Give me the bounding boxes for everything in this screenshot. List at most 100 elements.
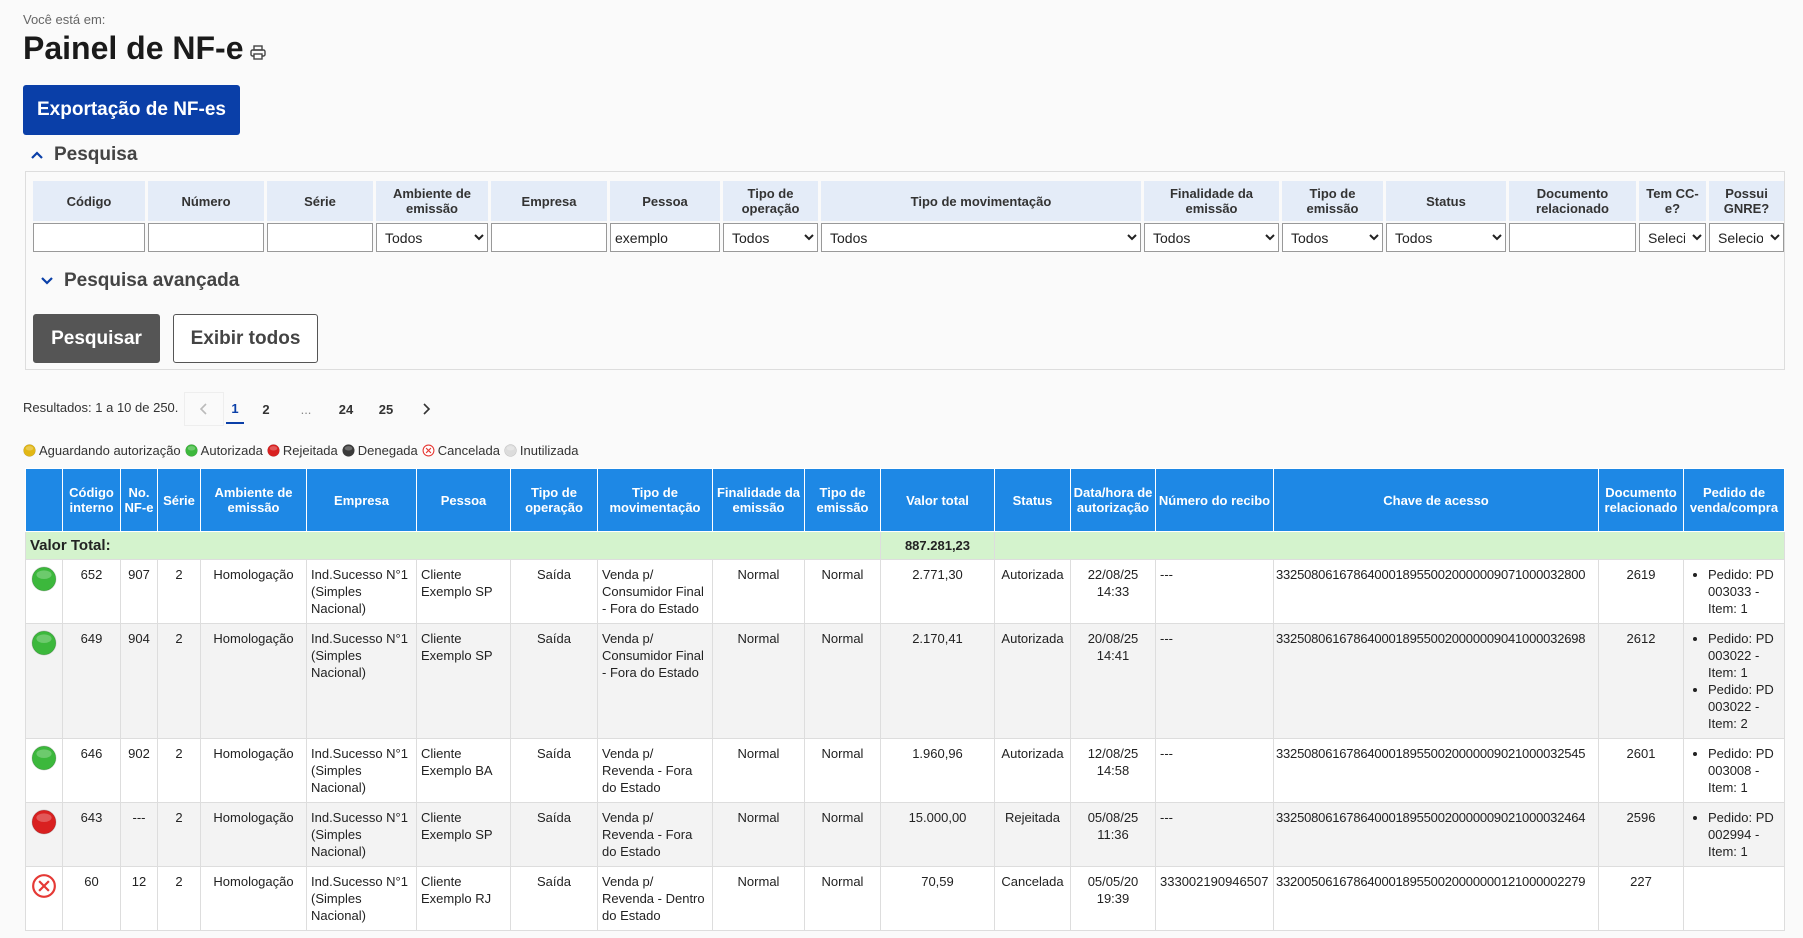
orders-list: Pedido: PD 003033 - Item: 1 [1688,566,1780,617]
page-link[interactable]: 2 [262,401,270,417]
field-label: Série [267,181,373,221]
field-select[interactable]: Selecione [1709,223,1784,252]
field-select[interactable]: Todos [1282,223,1383,252]
orders-cell: Pedido: PD 003033 - Item: 1 [1683,559,1785,624]
search-field: Tem CC-e? Selecione [1639,181,1706,252]
table-cell: 3325080616786400018955002000000904100003… [1273,623,1599,739]
status-icon [31,566,57,592]
advanced-toggle[interactable]: Pesquisa avançada [40,270,239,292]
field-input[interactable] [610,223,720,252]
show-all-button[interactable]: Exibir todos [173,314,318,363]
chevron-right [423,403,431,415]
table-cell: --- [1155,738,1274,803]
previous-page[interactable] [184,392,224,426]
next-page[interactable] [406,392,446,426]
legend-item: Denegada [342,443,418,458]
table-cell: Homologação [200,623,307,739]
icon-shine [36,570,52,579]
table-cell: --- [1155,623,1274,739]
table-cell: Homologação [200,802,307,867]
icon-dot [31,630,57,656]
icon-cross [38,880,50,892]
table-cell: Cliente Exemplo BA [416,738,511,803]
table-cell: Ind.Sucesso N°1 (Simples Nacional) [306,738,417,803]
table-cell: 3325080616786400018955002000000902100003… [1273,802,1599,867]
search-toggle[interactable]: Pesquisa [30,144,137,166]
orders-cell: Pedido: PD 003008 - Item: 1 [1683,738,1785,803]
legend-item: Aguardando autorização [23,443,181,458]
table-cell: Ind.Sucesso N°1 (Simples Nacional) [306,802,417,867]
search-title: Pesquisa [54,144,138,165]
page-link[interactable]: 24 [338,401,354,417]
table-cell: Homologação [200,866,307,931]
status-icon-cell [25,802,63,867]
field-select[interactable]: Todos [1386,223,1506,252]
field-input[interactable] [1509,223,1636,252]
table-cell: Autorizada [994,738,1071,803]
field-label: Tipo de operação [723,181,818,221]
column-header: Valor total [880,468,995,532]
page-link[interactable]: 1 [226,394,244,424]
table-cell: Cliente Exemplo SP [416,623,511,739]
table-cell: Normal [804,738,881,803]
search-field: Ambiente de emissão Todos [376,181,488,252]
field-select[interactable]: Todos [376,223,488,252]
table-cell: 2 [157,866,201,931]
table-cell: Venda p/ Consumidor Final - Fora do Esta… [597,623,713,739]
field-input[interactable] [491,223,607,252]
table-cell: 907 [120,559,158,624]
table-cell: Saída [510,623,598,739]
orders-list: Pedido: PD 003022 - Item: 1Pedido: PD 00… [1688,630,1780,732]
icon-shine [344,446,353,451]
column-header: Data/hora de autorização [1070,468,1156,532]
field-select[interactable]: Todos [1144,223,1279,252]
field-select[interactable]: Selecione [1639,223,1706,252]
nfe-row: 643 --- 2 Homologação Ind.Sucesso N°1 (Simpl… [25,802,1785,867]
column-header: Finalidade da emissão [712,468,805,532]
page-title: Painel de NF-e [23,30,244,66]
column-header: Código interno [62,468,121,532]
search-button[interactable]: Pesquisar [33,314,160,363]
column-header: Tipo de movimentação [597,468,713,532]
field-select[interactable]: Todos [723,223,818,252]
status-icon [422,444,435,457]
table-cell: 333002190946507 [1155,866,1274,931]
icon-dot [31,566,57,592]
results-count: Resultados: 1 a 10 de 250. [23,400,179,415]
legend-label: Cancelada [437,443,500,458]
icon-shine [187,446,195,451]
column-header: Status [994,468,1071,532]
table-cell: 60 [62,866,121,931]
icon-dot [504,444,517,457]
search-field: Documento relacionado [1509,181,1636,252]
print-icon[interactable] [250,45,266,60]
legend-label: Inutilizada [519,443,579,458]
table-cell: 3325080616786400018955002000000907100003… [1273,559,1599,624]
field-label: Código [33,181,145,221]
field-select[interactable]: Todos [821,223,1141,252]
page-link[interactable]: 25 [378,401,394,417]
table-cell: 649 [62,623,121,739]
column-header: Pessoa [416,468,511,532]
search-field: Pessoa [610,181,720,252]
status-icon-cell [25,866,63,931]
nfe-row: 60 12 2 Homologação Ind.Sucesso N°1 (Simples… [25,866,1785,931]
table-cell: Normal [804,802,881,867]
table-cell: 22/08/25 14:33 [1070,559,1156,624]
chevron-path [423,403,431,415]
orders-list: Pedido: PD 002994 - Item: 1 [1688,809,1780,860]
table-cell: Homologação [200,559,307,624]
orders-list: Pedido: PD 003008 - Item: 1 [1688,745,1780,796]
table-cell: Normal [804,866,881,931]
table-cell: 15.000,00 [880,802,995,867]
column-header: Documento relacionado [1598,468,1684,532]
export-button[interactable]: Exportação de NF-es [23,85,240,135]
table-cell: Saída [510,738,598,803]
table-cell: 2 [157,738,201,803]
field-input[interactable] [148,223,264,252]
field-input[interactable] [33,223,145,252]
field-input[interactable] [267,223,373,252]
legend-label: Rejeitada [282,443,338,458]
table-cell: Normal [712,738,805,803]
